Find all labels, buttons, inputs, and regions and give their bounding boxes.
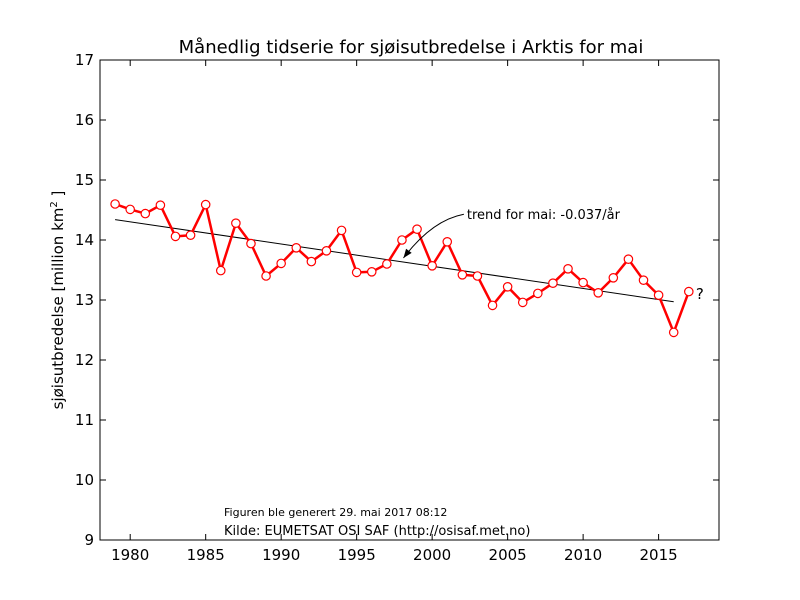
data-point [638, 275, 649, 285]
data-point [517, 297, 528, 308]
data-point [533, 288, 543, 299]
data-point [200, 199, 211, 210]
data-point [457, 269, 468, 280]
data-point [442, 237, 453, 247]
data-point [215, 265, 226, 276]
y-axis-label-superscript: 2 [49, 201, 60, 207]
data-point [276, 258, 286, 269]
x-tick-label: 2000 [413, 546, 451, 564]
y-tick-label: 17 [75, 51, 94, 69]
y-axis-label: sjøisutbredelse [million km2 ] [49, 191, 67, 410]
data-point [578, 277, 588, 288]
series-layer [110, 199, 694, 338]
y-tick-label: 14 [75, 231, 94, 249]
data-point [472, 271, 483, 281]
data-point [246, 238, 256, 249]
data-point [306, 256, 317, 267]
trend-line [115, 219, 674, 303]
data-point [110, 199, 120, 209]
data-point [321, 246, 332, 256]
generated-note: Figuren ble generert 29. mai 2017 08:12 [224, 506, 447, 519]
y-tick-label: 9 [84, 531, 94, 549]
data-point [382, 259, 392, 269]
data-point [336, 225, 347, 236]
y-tick-label: 12 [75, 351, 94, 369]
plot-area [99, 59, 720, 541]
trend-annotation: trend for mai: -0.037/år [467, 208, 621, 223]
data-point [548, 278, 558, 288]
data-point [231, 218, 241, 228]
x-tick-label: 1990 [262, 546, 300, 564]
x-tick-label: 1980 [111, 546, 149, 564]
data-point [668, 327, 679, 338]
data-point [427, 260, 437, 271]
chart-title: Månedlig tidserie for sjøisutbredelse i … [179, 37, 644, 58]
data-point [684, 286, 694, 297]
data-point [170, 231, 181, 242]
x-tick-label: 2005 [489, 546, 527, 564]
data-point [412, 224, 422, 234]
x-tick-label: 2010 [564, 546, 602, 564]
x-tick-label: 1995 [338, 546, 376, 564]
plot-frame [99, 59, 720, 541]
data-point [487, 300, 498, 311]
x-tick-label: 1985 [187, 546, 225, 564]
y-tick-label: 11 [75, 411, 94, 429]
y-axis: 9 10 11 12 13 14 15 16 17 [75, 51, 719, 549]
y-tick-label: 10 [75, 471, 94, 489]
data-point [608, 272, 619, 283]
data-point [291, 243, 302, 253]
x-axis: 1980 1985 1990 1995 2000 2005 2010 2015 [111, 60, 678, 564]
data-point [397, 235, 407, 245]
x-tick-label: 2015 [640, 546, 678, 564]
data-point [351, 267, 362, 278]
trend-layer [115, 219, 674, 303]
y-tick-label: 16 [75, 111, 94, 129]
data-point [125, 204, 135, 215]
source-note: Kilde: EUMETSAT OSI SAF (http://osisaf.m… [224, 524, 530, 539]
annotation-layer: trend for mai: -0.037/år [403, 208, 621, 259]
data-point [502, 281, 513, 292]
y-axis-label-end: ] [49, 191, 67, 202]
y-tick-label: 15 [75, 171, 94, 189]
annotation-arrowhead [403, 248, 412, 258]
data-point [653, 290, 664, 300]
data-point [155, 200, 166, 210]
data-point [185, 230, 196, 240]
data-point [366, 266, 377, 277]
y-tick-label: 13 [75, 291, 94, 309]
uncertain-marker: ? [696, 285, 704, 303]
data-point [623, 254, 634, 265]
y-axis-label-main: sjøisutbredelse [million km [49, 208, 67, 410]
data-point [261, 271, 271, 281]
data-point [563, 263, 573, 274]
data-point [593, 287, 604, 298]
data-point [140, 208, 151, 219]
